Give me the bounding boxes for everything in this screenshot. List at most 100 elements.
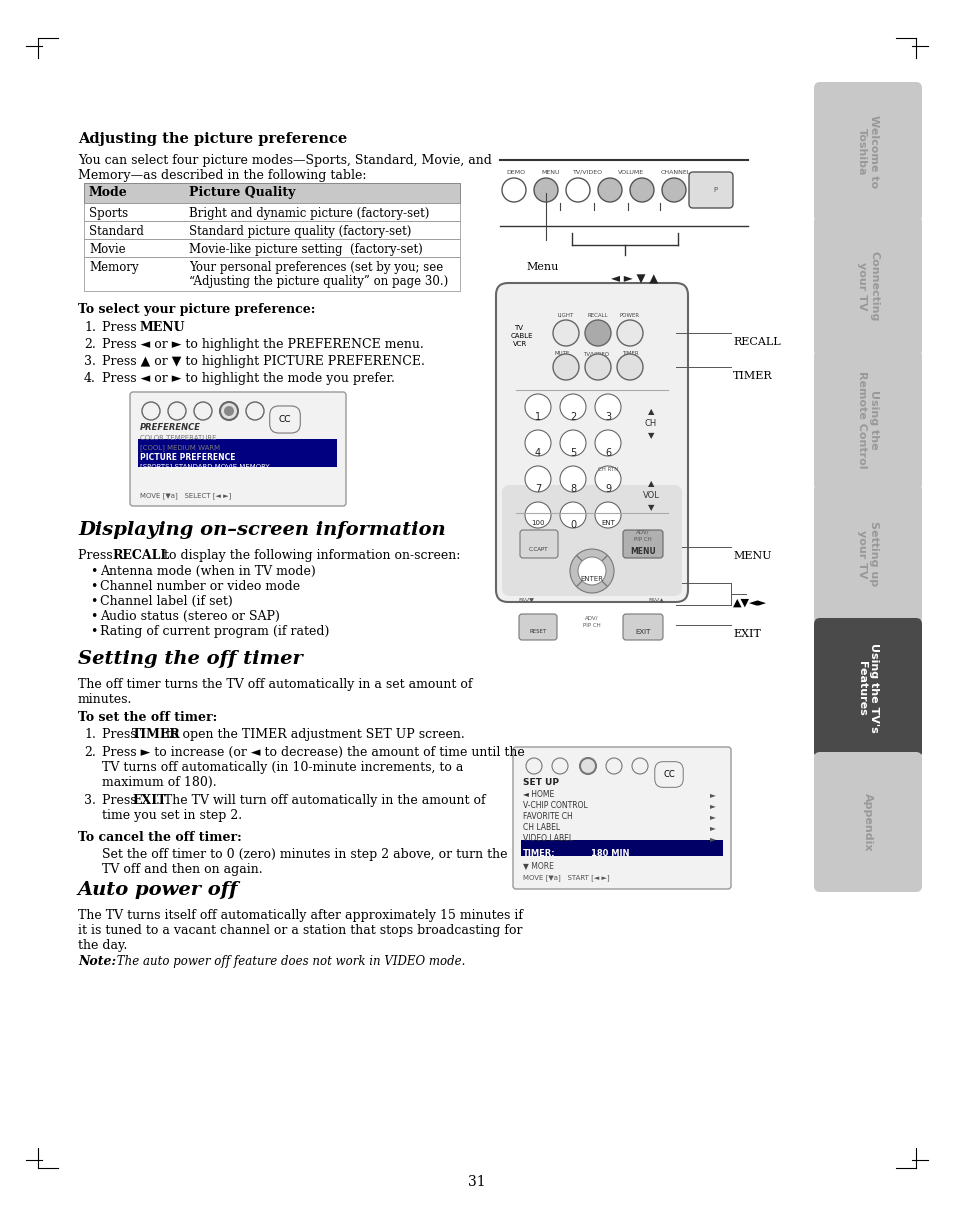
FancyBboxPatch shape <box>813 216 921 356</box>
Circle shape <box>553 320 578 346</box>
Circle shape <box>559 431 585 456</box>
Text: TV turns off automatically (in 10-minute increments, to a: TV turns off automatically (in 10-minute… <box>102 761 463 774</box>
Text: to display the following information on-screen:: to display the following information on-… <box>160 549 460 562</box>
Text: DEMO: DEMO <box>505 170 524 175</box>
Text: . The TV will turn off automatically in the amount of: . The TV will turn off automatically in … <box>156 794 485 807</box>
Text: ▼: ▼ <box>647 503 654 513</box>
Text: TV off and then on again.: TV off and then on again. <box>102 863 262 876</box>
Text: PIP CH: PIP CH <box>634 537 651 541</box>
Wedge shape <box>592 556 614 586</box>
Text: To select your picture preference:: To select your picture preference: <box>78 303 315 316</box>
Text: MOVE [▼a]   SELECT [◄ ►]: MOVE [▼a] SELECT [◄ ►] <box>140 492 231 499</box>
Text: FAVORITE CH: FAVORITE CH <box>522 812 572 821</box>
Text: EXIT: EXIT <box>732 630 760 639</box>
Text: 100: 100 <box>531 520 544 526</box>
Text: ▼ MORE: ▼ MORE <box>522 861 554 870</box>
Text: Sports: Sports <box>89 207 128 219</box>
Circle shape <box>661 178 685 201</box>
Text: 1.: 1. <box>84 728 95 740</box>
Text: EXIT: EXIT <box>132 794 166 807</box>
FancyBboxPatch shape <box>496 283 687 602</box>
Text: •: • <box>90 580 97 593</box>
FancyBboxPatch shape <box>130 392 346 507</box>
Bar <box>84 221 459 239</box>
Circle shape <box>501 178 525 201</box>
Text: Memory: Memory <box>89 260 138 274</box>
Text: Standard: Standard <box>89 226 144 238</box>
Text: •: • <box>90 610 97 624</box>
Bar <box>84 183 459 203</box>
Circle shape <box>584 355 610 380</box>
Text: TIMER: TIMER <box>732 371 772 381</box>
Text: Press ► to increase (or ◄ to decrease) the amount of time until the: Press ► to increase (or ◄ to decrease) t… <box>102 747 524 759</box>
Text: The off timer turns the TV off automatically in a set amount of: The off timer turns the TV off automatic… <box>78 678 472 691</box>
Text: “Adjusting the picture quality” on page 30.): “Adjusting the picture quality” on page … <box>189 275 448 288</box>
Wedge shape <box>576 570 607 593</box>
Text: Rating of current program (if rated): Rating of current program (if rated) <box>100 625 329 638</box>
Circle shape <box>559 394 585 420</box>
Text: ►: ► <box>709 801 715 810</box>
Text: EXIT: EXIT <box>635 630 650 636</box>
Circle shape <box>534 178 558 201</box>
Wedge shape <box>569 556 592 586</box>
Circle shape <box>584 320 610 346</box>
Text: VOLUME: VOLUME <box>618 170 643 175</box>
Text: Channel label (if set): Channel label (if set) <box>100 595 233 608</box>
Text: •: • <box>90 625 97 638</box>
Text: Set the off timer to 0 (zero) minutes in step 2 above, or turn the: Set the off timer to 0 (zero) minutes in… <box>102 848 507 861</box>
Text: [COOL] MEDIUM WARM: [COOL] MEDIUM WARM <box>140 444 220 451</box>
Text: minutes.: minutes. <box>78 693 132 706</box>
Text: Using the
Remote Control: Using the Remote Control <box>856 371 879 469</box>
Wedge shape <box>576 549 607 570</box>
Circle shape <box>524 502 551 528</box>
Text: ▲: ▲ <box>647 479 654 488</box>
Text: 2.: 2. <box>84 338 95 351</box>
Text: RECALL: RECALL <box>732 336 780 347</box>
FancyBboxPatch shape <box>813 350 921 490</box>
Text: VCR: VCR <box>513 341 527 347</box>
Text: Note:: Note: <box>78 955 116 968</box>
Text: 5: 5 <box>569 447 576 458</box>
FancyBboxPatch shape <box>501 485 681 596</box>
Text: MOVE [▼a]   START [◄ ►]: MOVE [▼a] START [◄ ►] <box>522 874 609 880</box>
Text: ADV/: ADV/ <box>636 529 649 534</box>
Text: Press: Press <box>102 794 140 807</box>
Text: Appendix: Appendix <box>862 792 872 851</box>
Text: Welcome to
Toshiba: Welcome to Toshiba <box>856 116 879 188</box>
Text: POWER: POWER <box>619 314 639 318</box>
Bar <box>84 239 459 257</box>
Text: Picture Quality: Picture Quality <box>189 186 295 199</box>
Bar <box>520 841 722 856</box>
Text: ADV/: ADV/ <box>584 616 598 621</box>
Text: 9: 9 <box>604 484 611 494</box>
Circle shape <box>579 759 596 774</box>
Circle shape <box>595 431 620 456</box>
Text: MUTE: MUTE <box>554 351 569 356</box>
Text: P: P <box>712 187 717 193</box>
Text: Press: Press <box>102 728 140 740</box>
Circle shape <box>617 355 642 380</box>
Text: ◄ HOME: ◄ HOME <box>522 790 554 800</box>
FancyBboxPatch shape <box>622 529 662 558</box>
Text: ►: ► <box>709 812 715 821</box>
FancyBboxPatch shape <box>688 172 732 207</box>
Text: Press ◄ or ► to highlight the mode you prefer.: Press ◄ or ► to highlight the mode you p… <box>102 371 395 385</box>
Text: LIGHT: LIGHT <box>558 314 574 318</box>
Text: 31: 31 <box>468 1175 485 1189</box>
Text: ◄ ► ▼ ▲: ◄ ► ▼ ▲ <box>610 273 658 286</box>
Text: Mode: Mode <box>89 186 128 199</box>
Text: FAV▲: FAV▲ <box>647 597 663 602</box>
Text: To cancel the off timer:: To cancel the off timer: <box>78 831 241 844</box>
Text: Connecting
your TV: Connecting your TV <box>856 251 879 321</box>
Text: Using the TV's
Features: Using the TV's Features <box>856 643 879 733</box>
Text: to open the TIMER adjustment SET UP screen.: to open the TIMER adjustment SET UP scre… <box>162 728 464 740</box>
Text: maximum of 180).: maximum of 180). <box>102 775 216 789</box>
Text: 180 MIN: 180 MIN <box>590 849 629 857</box>
Text: PREFERENCE: PREFERENCE <box>140 423 201 432</box>
Circle shape <box>224 406 233 416</box>
Text: ENT: ENT <box>600 520 615 526</box>
Text: Press: Press <box>102 321 140 334</box>
Circle shape <box>524 394 551 420</box>
Text: Displaying on–screen information: Displaying on–screen information <box>78 521 445 539</box>
Circle shape <box>220 402 237 420</box>
